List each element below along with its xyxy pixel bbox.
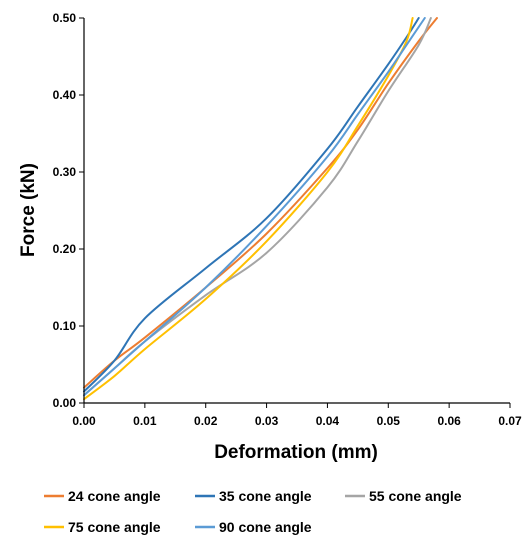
x-axis-title: Deformation (mm)	[214, 442, 378, 463]
series-line-35-cone-angle	[83, 17, 420, 393]
legend-item: 75 cone angle	[44, 519, 161, 535]
y-tick-label: 0.20	[53, 242, 77, 256]
x-tick-label: 0.00	[72, 414, 96, 428]
legend-item: 24 cone angle	[44, 488, 161, 504]
legend-item: 90 cone angle	[195, 519, 312, 535]
series-line-75-cone-angle	[83, 17, 414, 401]
legend-label: 55 cone angle	[369, 488, 462, 504]
plot-lines	[83, 17, 438, 401]
series-line-90-cone-angle	[83, 17, 426, 397]
legend-item: 55 cone angle	[345, 488, 462, 504]
y-tick-label: 0.50	[53, 11, 77, 25]
legend: 24 cone angle 35 cone angle 55 cone angle 7…	[44, 488, 462, 535]
legend-label: 35 cone angle	[219, 488, 312, 504]
x-tick-label: 0.02	[194, 414, 218, 428]
x-tick-label: 0.01	[133, 414, 157, 428]
y-tick-label: 0.00	[53, 396, 77, 410]
legend-item: 35 cone angle	[195, 488, 312, 504]
y-axis-title: Force (kN)	[18, 163, 39, 257]
x-tick-label: 0.07	[498, 414, 522, 428]
x-tick-label: 0.06	[437, 414, 461, 428]
x-tick-label: 0.03	[255, 414, 279, 428]
y-tick-label: 0.40	[53, 88, 77, 102]
y-tick-label: 0.30	[53, 165, 77, 179]
legend-label: 24 cone angle	[68, 488, 161, 504]
series-line-24-cone-angle	[83, 17, 438, 389]
series-line-55-cone-angle	[83, 17, 432, 397]
axes: 0.00 0.10 0.20 0.30 0.40 0.50 0.00 0.01 0.02 0.03…	[53, 11, 522, 428]
x-tick-label: 0.05	[377, 414, 401, 428]
legend-label: 75 cone angle	[68, 519, 161, 535]
x-tick-label: 0.04	[316, 414, 340, 428]
y-tick-label: 0.10	[53, 319, 77, 333]
legend-label: 90 cone angle	[219, 519, 312, 535]
